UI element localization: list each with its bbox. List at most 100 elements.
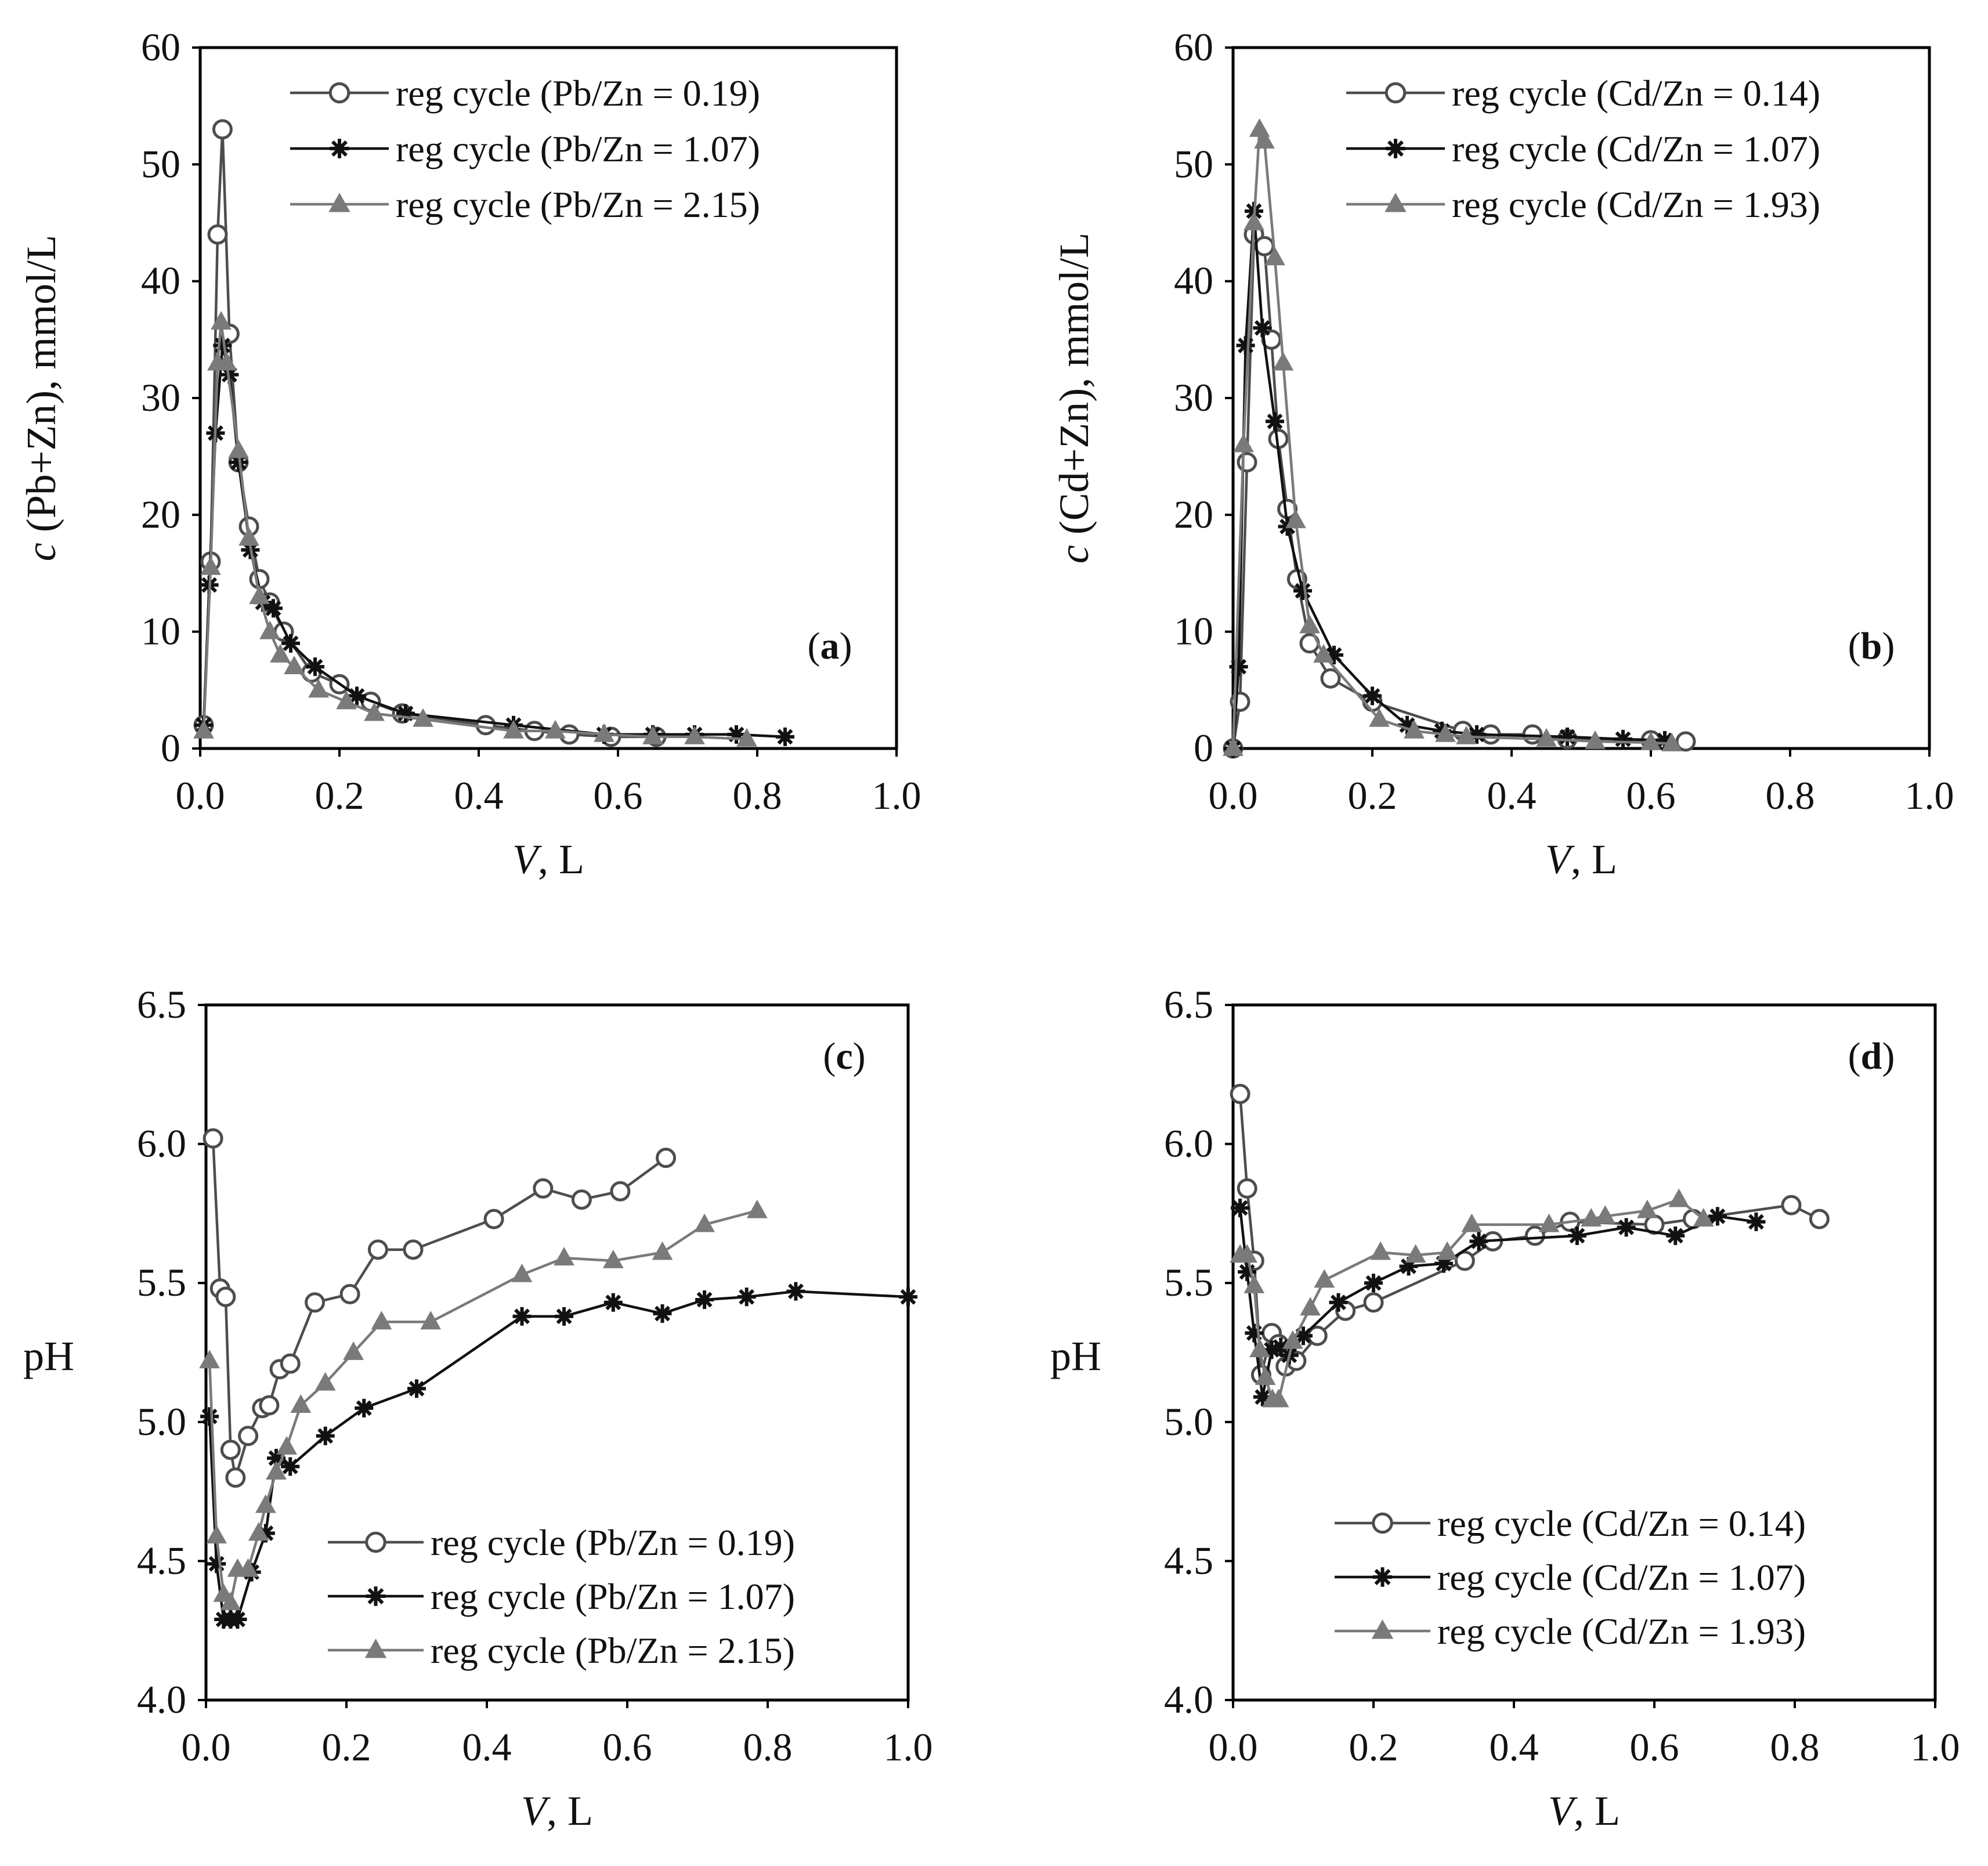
data-point xyxy=(1254,130,1275,149)
legend-entry: reg cycle (Pb/Zn = 1.07) xyxy=(328,1576,795,1617)
data-point xyxy=(203,1128,223,1149)
data-point xyxy=(511,1263,533,1282)
legend-entry: reg cycle (Pb/Zn = 1.07) xyxy=(290,128,760,169)
x-axis-label: V, L xyxy=(512,836,584,883)
data-point xyxy=(339,1283,360,1304)
y-tick-label: 30 xyxy=(141,375,180,420)
y-tick-label: 6.5 xyxy=(1164,982,1213,1026)
data-point xyxy=(1437,1241,1458,1260)
data-point xyxy=(1668,1188,1690,1207)
x-tick-label: 0.6 xyxy=(594,773,643,818)
y-tick-label: 0 xyxy=(1194,726,1213,770)
data-point xyxy=(746,1199,768,1218)
data-point xyxy=(237,1558,259,1577)
data-point xyxy=(249,585,270,605)
data-point xyxy=(1236,336,1255,355)
y-tick-label: 20 xyxy=(141,492,180,536)
data-point xyxy=(1461,1213,1483,1232)
data-point xyxy=(1264,247,1285,266)
x-tick-label: 1.0 xyxy=(1905,773,1954,818)
data-point xyxy=(475,715,496,736)
legend-marker xyxy=(1371,1619,1394,1639)
data-point xyxy=(1536,728,1557,747)
x-tick-label: 0.4 xyxy=(454,773,504,818)
y-tick-label: 4.5 xyxy=(1164,1538,1213,1582)
data-point xyxy=(1364,1274,1383,1293)
y-tick-label: 5.5 xyxy=(1164,1260,1213,1304)
data-point xyxy=(1405,1244,1426,1263)
y-axis-label: pH xyxy=(23,1333,74,1379)
data-point xyxy=(653,1304,672,1323)
data-point xyxy=(211,311,232,330)
data-point xyxy=(367,1239,388,1260)
y-tick-label: 50 xyxy=(1174,142,1213,186)
data-point xyxy=(1585,730,1606,749)
legend-label: reg cycle (Pb/Zn = 1.07) xyxy=(396,128,760,169)
data-point xyxy=(259,1395,280,1416)
data-point xyxy=(1661,732,1682,751)
data-point xyxy=(1244,211,1264,230)
data-point xyxy=(364,702,385,721)
data-point xyxy=(1273,352,1294,371)
series-star xyxy=(200,1282,917,1629)
data-point xyxy=(545,719,566,739)
x-tick-label: 0.2 xyxy=(1348,773,1397,818)
data-point xyxy=(483,1209,504,1229)
data-point xyxy=(1314,1269,1335,1288)
data-point xyxy=(610,1181,631,1202)
data-point xyxy=(1249,1339,1270,1358)
legend-label: reg cycle (Pb/Zn = 1.07) xyxy=(431,1576,795,1617)
chart-panel-b: 0 10 20 30 40 50 60 0.0 0.2 0.4 0.6 0.8 1.0 V, L c (Cd… xyxy=(1051,25,1954,883)
data-point xyxy=(656,1148,677,1169)
series-triangle xyxy=(1223,118,1682,756)
x-tick-label: 0.2 xyxy=(1349,1725,1398,1769)
legend-entry: reg cycle (Pb/Zn = 2.15) xyxy=(328,1630,795,1671)
chart-panel-c: 4.0 4.5 5.0 5.5 6.0 6.5 0.0 0.2 0.4 0.6 0.8 1.0 V, L… xyxy=(23,982,933,1834)
legend-entry: reg cycle (Cd/Zn = 1.93) xyxy=(1335,1611,1806,1652)
x-tick-label: 0.8 xyxy=(1766,773,1815,818)
legend-marker xyxy=(1372,1512,1393,1534)
legend-entry: reg cycle (Pb/Zn = 0.19) xyxy=(328,1522,795,1563)
data-point xyxy=(413,708,433,727)
data-point xyxy=(1781,1195,1802,1216)
data-point xyxy=(1231,1198,1250,1217)
legend-marker xyxy=(1386,139,1405,158)
data-point xyxy=(316,1426,335,1445)
data-point xyxy=(212,119,233,140)
data-point xyxy=(652,1241,673,1260)
data-point xyxy=(343,1341,364,1360)
y-axis-label: c (Cd+Zn), mmol/L xyxy=(1051,233,1097,564)
series-triangle xyxy=(193,311,757,747)
x-tick-label: 1.0 xyxy=(872,773,921,818)
data-point xyxy=(602,1249,624,1268)
data-point xyxy=(1299,614,1320,634)
x-tick-label: 0.6 xyxy=(1630,1725,1679,1769)
data-point xyxy=(1617,1218,1636,1237)
x-tick-label: 1.0 xyxy=(884,1725,933,1769)
data-point xyxy=(1254,236,1275,256)
legend-entry: reg cycle (Cd/Zn = 0.14) xyxy=(1346,73,1820,114)
data-point xyxy=(1313,643,1334,663)
data-point xyxy=(259,620,280,639)
legend-label: reg cycle (Cd/Zn = 0.14) xyxy=(1437,1503,1806,1544)
data-point xyxy=(220,1440,241,1460)
data-point xyxy=(200,1407,219,1426)
data-point xyxy=(736,728,757,747)
plot-frame xyxy=(1231,1003,1937,1702)
x-tick-label: 0.6 xyxy=(603,1725,652,1769)
data-point xyxy=(1567,1226,1586,1245)
data-point xyxy=(571,1189,592,1210)
data-point xyxy=(290,1394,312,1413)
legend-marker xyxy=(1385,82,1407,104)
data-point xyxy=(280,1353,301,1374)
data-point xyxy=(238,1426,259,1446)
chart-panel-d: 4.0 4.5 5.0 5.5 6.0 6.5 0.0 0.2 0.4 0.6 0.8 1.0 V, L… xyxy=(1050,982,1960,1834)
data-point xyxy=(1456,725,1477,744)
data-point xyxy=(207,1554,226,1574)
legend-marker xyxy=(365,1531,386,1553)
x-tick-label: 0.6 xyxy=(1626,773,1676,818)
data-point xyxy=(193,719,214,739)
data-point xyxy=(1640,731,1661,750)
y-tick-label: 30 xyxy=(1174,375,1213,420)
